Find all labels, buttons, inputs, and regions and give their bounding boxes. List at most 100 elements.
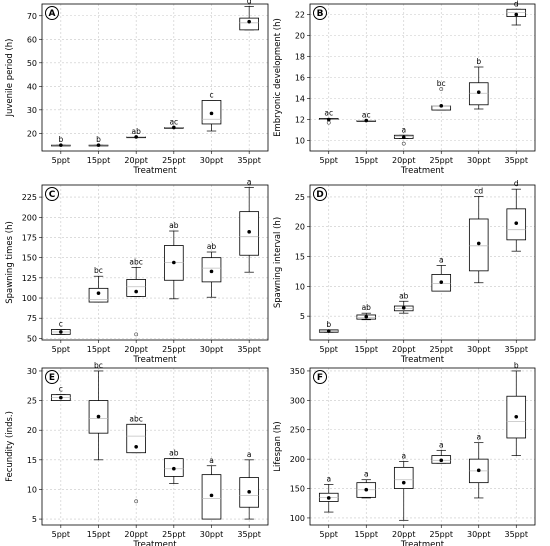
plot-frame	[41, 367, 269, 526]
mean-point	[96, 143, 101, 147]
x-tick-label: 35ppt	[237, 345, 260, 354]
plot-frame	[41, 3, 269, 152]
significance-letter: ab	[131, 127, 141, 136]
box-20ppt: a	[393, 125, 414, 146]
mean-point	[247, 490, 251, 494]
x-tick-label: 5ppt	[320, 345, 338, 354]
mean-point	[401, 135, 406, 140]
panel-a: 20 30 40 50 60 70 5ppt 15ppt 20ppt 25ppt 30ppt 35pp…	[5, 0, 269, 176]
mean-point	[247, 19, 251, 24]
significance-letter: b	[514, 361, 519, 370]
y-tick-label: 350	[290, 367, 305, 376]
y-tick-label: 75	[27, 314, 37, 323]
mean-point	[326, 117, 331, 122]
mean-point	[172, 466, 176, 471]
y-tick-label: 40	[27, 82, 37, 91]
panel-label-text: F	[317, 373, 323, 383]
mean-point	[96, 414, 101, 419]
y-tick-label: 100	[22, 294, 37, 303]
box-25ppt: bc	[431, 79, 452, 111]
box-15ppt: bc	[88, 266, 109, 303]
panel-label: C	[45, 187, 59, 201]
mean-point	[326, 496, 331, 500]
y-tick-label: 10	[295, 282, 305, 291]
y-tick-label: 10	[295, 137, 305, 146]
panel-label-circle	[45, 370, 59, 384]
x-tick-label: 15ppt	[355, 530, 378, 539]
mean-point	[59, 330, 63, 334]
significance-letter: cd	[474, 186, 483, 195]
x-tick-label: 25ppt	[430, 156, 453, 165]
box-15ppt: a	[356, 470, 377, 499]
x-tick-label: 25ppt	[162, 156, 185, 165]
box-30ppt: cd	[468, 186, 489, 284]
y-tick-label: 18	[295, 53, 305, 62]
mean-point	[514, 415, 519, 419]
significance-letter: a	[476, 433, 481, 442]
box-5ppt: b	[51, 135, 71, 147]
y-tick-label: 175	[22, 233, 37, 242]
mean-point	[172, 125, 176, 130]
mean-point	[247, 230, 251, 234]
x-tick-label: 35ppt	[237, 530, 260, 539]
significance-letter: b	[476, 57, 481, 66]
mean-point	[364, 118, 369, 123]
mean-point	[59, 143, 63, 147]
box-25ppt: ac	[164, 117, 184, 130]
panel-c: 50 75 100 125 150 175 200 225 5ppt 15ppt 20ppt 25pp…	[5, 177, 269, 365]
x-tick-label: 15ppt	[87, 156, 110, 165]
box-30ppt: a	[468, 433, 489, 499]
box-35ppt: b	[506, 361, 527, 456]
panel-f: 100 150 200 250 300 350 5ppt 15ppt 20ppt 25ppt 30p…	[273, 361, 536, 546]
y-tick-label: 50	[27, 59, 37, 68]
box-15ppt: ac	[356, 111, 377, 123]
mean-point	[59, 395, 63, 400]
y-tick-label: 225	[22, 193, 37, 202]
box-15ppt: b	[88, 135, 109, 147]
outlier-point	[134, 499, 139, 504]
x-tick-label: 35ppt	[505, 156, 528, 165]
significance-letter: a	[401, 125, 406, 134]
box-5ppt: c	[51, 385, 71, 401]
box-30ppt: b	[468, 57, 489, 110]
significance-letter: a	[209, 456, 214, 465]
y-tick-label: 5	[32, 515, 37, 524]
x-tick-label: 20ppt	[124, 156, 147, 165]
y-tick-label: 20	[295, 223, 305, 232]
mean-point	[439, 104, 444, 108]
panel-label-text: A	[49, 9, 56, 19]
y-tick-label: 50	[27, 334, 37, 343]
box-35ppt: d	[239, 0, 259, 31]
x-tick-label: 30ppt	[200, 345, 223, 354]
y-tick-label: 60	[27, 35, 37, 44]
y-axis-label: Embryonic development (h)	[273, 18, 283, 137]
significance-letter: ab	[169, 221, 179, 230]
significance-letter: ac	[169, 117, 178, 126]
x-tick-label: 30ppt	[467, 345, 490, 354]
significance-letter: a	[326, 474, 331, 483]
iqr-box	[88, 287, 109, 303]
significance-letter: a	[247, 450, 252, 459]
x-tick-label: 30ppt	[200, 156, 223, 165]
significance-letter: ab	[362, 303, 372, 312]
x-axis-label: Treatment	[132, 540, 177, 546]
significance-letter: ac	[324, 108, 333, 117]
significance-letter: b	[326, 320, 331, 329]
panel-label-circle	[313, 187, 327, 201]
x-tick-label: 20ppt	[392, 156, 415, 165]
panel-label-text: D	[316, 190, 323, 200]
significance-letter: bc	[94, 266, 103, 275]
y-tick-label: 125	[22, 274, 37, 283]
iqr-box	[239, 17, 259, 31]
panel-label-circle	[313, 6, 327, 20]
mean-point	[172, 260, 176, 265]
mean-point	[364, 314, 369, 319]
mean-point	[476, 468, 481, 473]
y-tick-label: 30	[27, 367, 37, 376]
y-tick-label: 20	[27, 129, 37, 138]
box-35ppt: a	[239, 450, 259, 520]
outlier-point	[439, 87, 444, 91]
significance-letter: ab	[207, 242, 217, 251]
box-20ppt: ab	[126, 127, 146, 139]
x-tick-label: 35ppt	[505, 530, 528, 539]
